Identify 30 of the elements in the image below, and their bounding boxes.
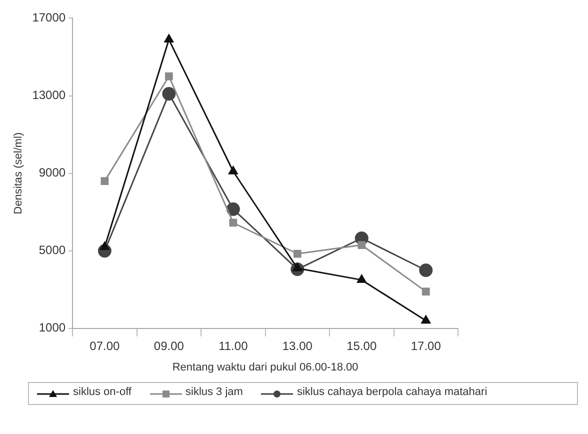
x-axis-title: Rentang waktu dari pukul 06.00-18.00 (172, 361, 358, 374)
point (100, 177, 109, 185)
x-tick-label: 17.00 (410, 338, 442, 353)
x-tick-label: 07.00 (90, 338, 120, 353)
point (422, 288, 430, 296)
point (229, 218, 238, 227)
legend-label: siklus 3 jam (186, 386, 243, 398)
point (356, 274, 366, 283)
point (293, 250, 302, 258)
y-tick-label: 13000 (32, 88, 66, 102)
legend-label: siklus on-off (73, 386, 132, 398)
point (100, 242, 110, 250)
y-tick-label: 17000 (32, 10, 66, 25)
point (164, 34, 174, 43)
x-tick-label: 09.00 (154, 338, 184, 353)
y-axis-title: Densitas (sel/ml) (12, 132, 25, 214)
point (226, 202, 240, 216)
point (419, 263, 433, 277)
x-tick-label: 15.00 (346, 338, 377, 353)
point (358, 241, 366, 249)
y-tick-label: 5000 (38, 243, 66, 258)
y-tick-label: 1000 (38, 320, 66, 335)
point (162, 87, 176, 101)
point (421, 315, 431, 324)
y-tick-label: 9000 (38, 166, 66, 180)
x-tick-label: 11.00 (218, 338, 248, 353)
x-tick-label: 13.00 (282, 338, 313, 353)
point (228, 166, 238, 174)
legend-label: siklus cahaya berpola cahaya matahari (296, 386, 488, 398)
point (164, 72, 173, 80)
